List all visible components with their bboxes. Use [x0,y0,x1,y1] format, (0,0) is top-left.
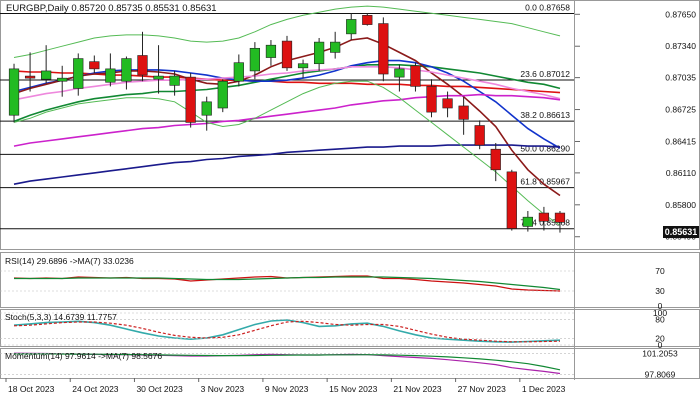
stoch-tick-label: 80 [655,314,665,324]
candlesticks [8,13,566,233]
rsi-title: RSI(14) 29.6896 ->MA(7) 33.0236 [5,256,134,266]
candle-bear [362,15,373,25]
price-tick-label: 0.86110 [666,168,696,178]
candle-bear [185,76,196,123]
candle-bull [73,58,84,89]
fib-level-label: 61.8 0.85967 [520,177,570,187]
candle-bull [8,68,20,116]
current-price-tag-bg [663,226,699,238]
candle-bear [554,212,566,223]
fibonacci-levels: 0.0 0.87658 23.6 0.87012 38.2 0.86613 50.0 … [0,2,574,230]
candle-bear [442,98,453,109]
ma-line-ma_green [13,64,561,123]
date-tick-label: 21 Nov 2023 [393,384,441,394]
candle-bear [426,86,437,113]
candle-bear [24,75,36,79]
fib-level-label: 76.4 0.85568 [520,218,570,228]
momentum-line-mom_ma [14,353,561,371]
indicator-lines [13,275,561,375]
candle-bull [217,80,228,109]
candle-bear [281,40,293,69]
date-axis: 18 Oct 2023 24 Oct 2023 30 Oct 2023 3 Nov 2… [5,378,566,394]
date-tick-label: 3 Nov 2023 [201,384,245,394]
ma-line-ma_navy [13,144,561,185]
price-axis: 0.87650 0.87340 0.87035 0.86725 0.86415 0.861… [575,9,696,242]
candle-bull [522,216,533,227]
candle-bear [506,171,517,229]
candle-bull [249,47,261,72]
ma-line-ma_violet [13,93,561,147]
stoch-line-stoch_k [13,319,561,343]
price-tick-label: 0.86725 [665,105,696,115]
fib-level-label: 50.0 0.86290 [520,143,570,153]
candle-bull [313,41,325,65]
date-tick-label: 9 Nov 2023 [265,384,309,394]
price-tick-label: 0.87035 [665,73,696,83]
candle-bull [57,77,68,82]
stoch-tick-label: 0 [658,340,663,350]
date-tick-label: 27 Nov 2023 [458,384,506,394]
candle-bear [538,212,550,222]
candle-bear [490,148,501,171]
ma-line-ma_red [13,70,561,94]
candle-bull [265,44,277,58]
ma-line-bollinger [13,5,561,58]
rsi-tick-label: 30 [655,286,665,296]
date-tick-label: 1 Dec 2023 [522,384,566,394]
candle-bear [378,23,389,75]
candle-bull [297,63,309,69]
ma-line-ma_pink [13,66,561,101]
price-tick-label: 0.85800 [665,200,696,210]
stoch-tick-label: 20 [655,334,665,344]
date-tick-label: 30 Oct 2023 [136,384,183,394]
candle-bull [346,19,357,35]
ma-line-ma_blue [13,59,561,149]
candle-bull [41,70,52,80]
date-tick-label: 24 Oct 2023 [72,384,119,394]
stoch-tick-label: 100 [653,308,667,318]
rsi-tick-label: 0 [658,301,663,311]
stoch-title: Stoch(5,3,3) 14.6739 11.7757 [5,312,117,322]
candle-bear [137,55,148,76]
candle-bull [169,75,180,86]
candle-bear [410,65,421,87]
stoch-line-stoch_d [13,320,561,343]
fib-level-label: 23.6 0.87012 [520,69,570,79]
fib-level-label: 38.2 0.86613 [520,110,570,120]
candle-bull [330,41,341,53]
rsi-tick-label: 70 [655,266,665,276]
date-tick-label: 18 Oct 2023 [8,384,55,394]
ma-line-bollinger [13,80,561,226]
candle-bull [121,58,132,82]
price-panel-frame [0,0,700,250]
current-price-tag: 0.85631 [665,227,698,237]
fib-level-label: 0.0 0.87658 [525,2,570,12]
candle-bear [474,125,485,146]
momentum-tick-label: 97.8069 [645,369,676,379]
candle-bull [153,75,164,80]
date-tick-label: 15 Nov 2023 [329,384,377,394]
price-tick-label: 0.86415 [665,136,696,146]
price-tick-label: 0.87650 [665,9,696,19]
candle-bull [394,68,405,78]
candle-bear [458,105,469,120]
candle-bear [89,61,100,70]
symbol-label: EURGBP,Daily 0.85720 0.85735 0.85531 0.8… [6,3,217,14]
momentum-tick-label: 101.2053 [642,348,678,358]
price-tick-label: 0.87340 [665,41,696,51]
candle-bull [201,101,212,116]
candle-bull [233,62,244,82]
candle-bull [105,68,116,83]
momentum-title: Momentum(14) 97.9614 ->MA(7) 98.5676 [5,351,162,361]
rsi-line-rsi_ma [14,276,561,291]
